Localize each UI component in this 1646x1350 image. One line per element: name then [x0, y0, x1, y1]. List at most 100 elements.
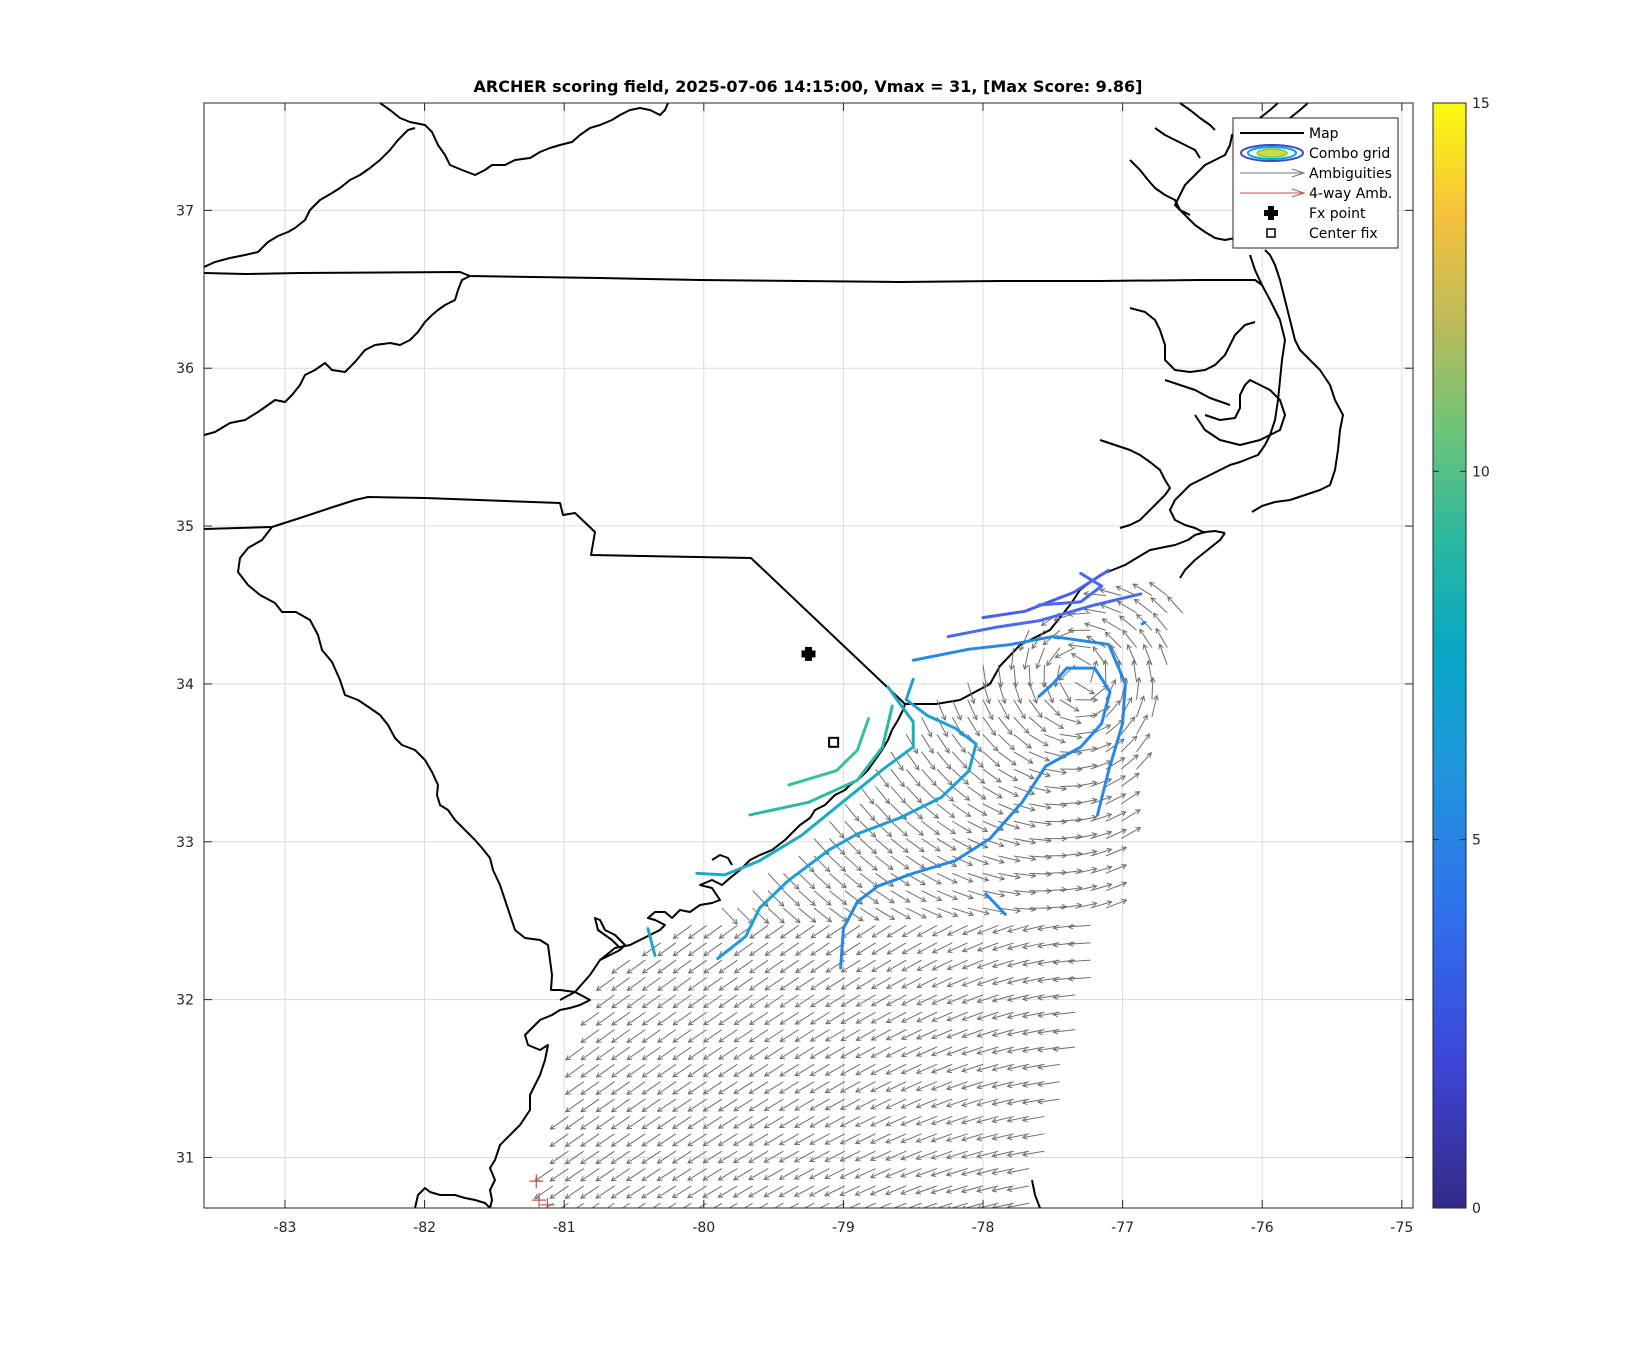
ambiguity-arrow — [976, 959, 999, 969]
ambiguity-arrow — [886, 942, 907, 955]
ambiguity-arrow — [626, 1098, 646, 1113]
ambiguity-arrow — [915, 1168, 938, 1178]
ambiguity-arrow — [809, 1168, 830, 1180]
ambiguity-arrow — [839, 1150, 861, 1162]
ambiguity-arrow — [976, 1011, 999, 1021]
ambiguity-arrow — [1035, 647, 1045, 670]
ambiguity-arrow — [580, 1029, 600, 1044]
ambiguity-arrow — [930, 1046, 953, 1057]
ambiguity-arrow — [1029, 871, 1053, 877]
ambiguity-arrow — [1052, 924, 1076, 931]
ambiguity-arrow — [1028, 803, 1052, 810]
ambiguity-arrow — [626, 1011, 646, 1026]
ambiguity-arrow — [998, 768, 1019, 782]
ambiguity-arrow — [931, 1011, 953, 1023]
ambiguity-arrow — [763, 1081, 784, 1094]
ambiguity-arrow — [901, 977, 922, 989]
ambiguity-arrow — [930, 1150, 953, 1160]
ambiguity-arrow — [672, 1081, 692, 1095]
score-contour — [787, 717, 871, 787]
score-contour — [1140, 620, 1147, 626]
ambiguity-arrow — [1075, 884, 1098, 892]
ambiguity-arrow — [783, 890, 801, 907]
ambiguity-arrow — [1075, 866, 1098, 874]
ambiguity-arrow — [763, 1133, 784, 1146]
ambiguity-arrow — [1059, 699, 1080, 712]
ambiguity-arrow — [921, 820, 940, 836]
ambiguity-arrow — [946, 977, 968, 988]
ambiguity-arrow — [813, 907, 833, 923]
ambiguity-arrow — [534, 1185, 554, 1199]
ambiguity-arrow — [718, 925, 738, 939]
ambiguity-arrow — [767, 890, 785, 907]
ambiguity-arrow — [930, 1063, 953, 1074]
x-tick-label: -79 — [832, 1220, 855, 1236]
ambiguity-arrow — [854, 1185, 876, 1196]
ambiguity-arrow — [824, 1150, 846, 1162]
ambiguity-arrow — [641, 1098, 661, 1113]
ambiguity-arrow — [595, 1098, 615, 1113]
ambiguity-arrow — [793, 1185, 815, 1197]
ambiguity-arrow — [687, 994, 707, 1009]
ambiguity-arrow — [1090, 660, 1099, 683]
ambiguity-arrow — [946, 1046, 968, 1056]
ambiguity-arrow — [976, 924, 999, 935]
ambiguity-arrow — [1126, 643, 1138, 666]
ambiguity-arrow — [930, 1098, 953, 1109]
ambiguity-arrow — [641, 1029, 661, 1043]
ambiguity-arrow — [936, 803, 956, 819]
ambiguity-arrow — [844, 872, 863, 888]
ambiguity-arrow — [1120, 809, 1141, 822]
ambiguity-arrow — [1135, 676, 1142, 700]
ambiguity-arrow — [1105, 863, 1128, 874]
ambiguity-arrow — [947, 1202, 968, 1208]
ambiguity-arrow — [839, 1063, 861, 1076]
legend-ambiguities-symbol — [1240, 168, 1306, 178]
ambiguity-arrow — [1006, 1133, 1030, 1141]
ambiguity-arrow — [1029, 820, 1052, 827]
ambiguity-arrow — [1052, 1028, 1076, 1035]
ambiguity-arrow — [1027, 664, 1033, 688]
ambiguity-arrow — [1090, 812, 1113, 822]
ambiguity-arrow — [657, 977, 677, 991]
ambiguity-arrow — [795, 925, 815, 939]
ambiguity-arrow — [1006, 1081, 1030, 1089]
ambiguity-arrow — [1090, 847, 1113, 857]
ambiguity-arrow — [610, 1150, 631, 1165]
ambiguity-arrow — [1067, 941, 1091, 947]
ambiguity-arrow — [905, 838, 925, 853]
ambiguity-arrow — [610, 1116, 631, 1130]
ambiguity-arrow — [1006, 1046, 1030, 1054]
ambiguity-arrow — [976, 1133, 999, 1142]
ambiguity-arrow — [840, 977, 861, 990]
ambiguity-arrow — [844, 855, 862, 872]
ambiguity-arrow — [936, 907, 959, 918]
ambiguity-arrow — [871, 942, 892, 955]
ambiguity-arrow — [967, 716, 980, 737]
score-contour — [716, 677, 978, 961]
ambiguity-arrow — [779, 942, 800, 956]
ambiguity-arrow — [687, 1116, 707, 1130]
ambiguity-arrow — [687, 959, 707, 974]
ambiguity-arrow — [733, 942, 753, 957]
ambiguity-arrow — [671, 1185, 692, 1199]
ambiguity-arrow — [733, 1046, 753, 1060]
ambiguity-arrow — [798, 872, 816, 890]
ambiguity-arrow — [854, 1098, 876, 1110]
ambiguity-arrow — [641, 1133, 661, 1147]
ambiguity-arrow — [998, 820, 1021, 830]
ambiguity-arrow — [960, 1150, 984, 1159]
score-contour — [946, 592, 1143, 639]
ambiguity-arrow — [1044, 699, 1061, 717]
ambiguity-arrow — [794, 977, 815, 991]
ambiguity-arrow — [794, 1011, 815, 1025]
ambiguity-arrow — [703, 994, 723, 1009]
ambiguity-arrow — [758, 1202, 769, 1208]
ambiguity-arrow — [1021, 959, 1045, 967]
x-tick-label: -80 — [692, 1220, 715, 1236]
ambiguity-arrow — [961, 942, 984, 953]
ambiguity-arrow — [1013, 768, 1035, 780]
y-tick-label: 34 — [176, 677, 194, 693]
ambiguity-arrow — [1120, 791, 1141, 805]
ambiguity-arrow — [795, 942, 815, 956]
